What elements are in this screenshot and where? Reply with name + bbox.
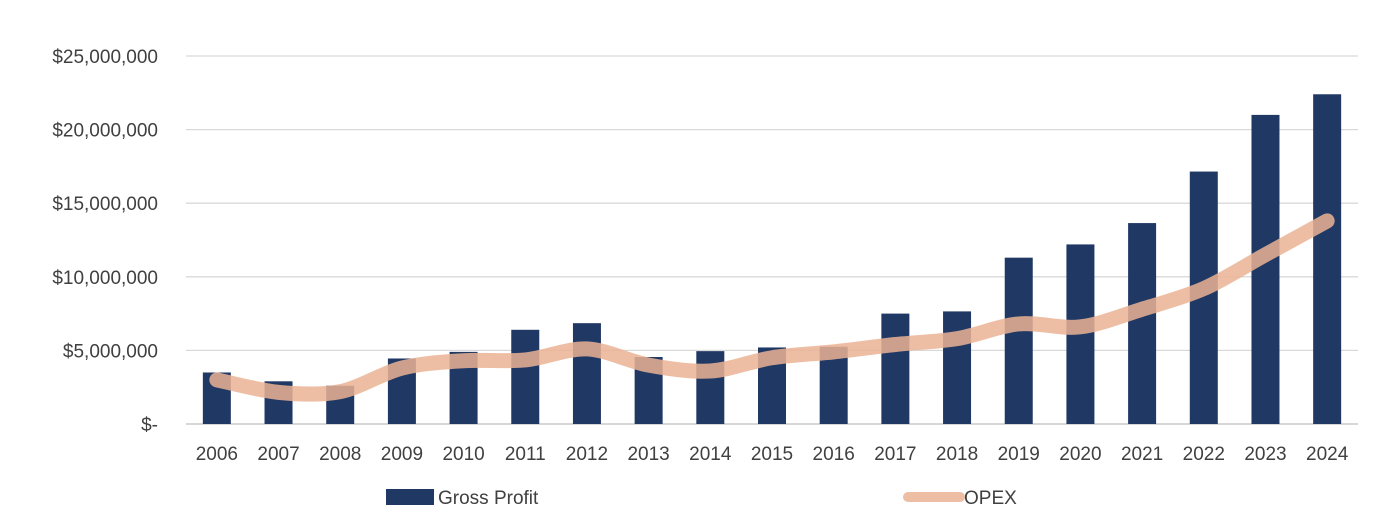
bar-gross-profit	[572, 323, 601, 424]
y-tick-label: $25,000,000	[52, 47, 158, 68]
x-tick-label: 2019	[998, 444, 1040, 465]
x-tick-label: 2023	[1244, 444, 1286, 465]
x-tick-label: 2018	[936, 444, 978, 465]
x-tick-label: 2015	[751, 444, 793, 465]
y-tick-label: $10,000,000	[52, 268, 158, 289]
bar-gross-profit	[1004, 257, 1033, 424]
bar-gross-profit	[943, 311, 972, 424]
x-tick-label: 2006	[196, 444, 238, 465]
bar-gross-profit	[1313, 94, 1342, 424]
y-tick-label: $5,000,000	[63, 341, 158, 362]
y-axis-tick-labels: $- $5,000,000 $10,000,000 $15,000,000 $20,00…	[52, 47, 158, 436]
legend: Gross Profit OPEX	[386, 488, 1017, 509]
x-tick-label: 2009	[381, 444, 423, 465]
y-tick-label: $20,000,000	[52, 121, 158, 142]
legend-label-opex: OPEX	[964, 488, 1017, 509]
bar-gross-profit	[881, 313, 910, 424]
legend-swatch-gross-profit	[386, 489, 434, 505]
x-tick-label: 2017	[874, 444, 916, 465]
opex-line-layer	[209, 213, 1335, 402]
x-tick-label: 2011	[505, 444, 546, 465]
legend-label-gross-profit: Gross Profit	[438, 488, 539, 509]
line-opex	[209, 213, 1335, 402]
y-tick-label: $15,000,000	[52, 194, 158, 215]
x-tick-label: 2012	[566, 444, 608, 465]
x-tick-label: 2016	[813, 444, 855, 465]
bar-gross-profit	[511, 329, 540, 424]
x-tick-label: 2010	[442, 444, 484, 465]
x-axis-tick-labels: 2006 2007 2008 2009 2010 2011 2012 2013 2014 2015…	[196, 444, 1349, 465]
x-tick-label: 2014	[689, 444, 732, 465]
x-tick-label: 2022	[1183, 444, 1225, 465]
bar-gross-profit	[696, 351, 725, 424]
x-tick-label: 2021	[1121, 444, 1163, 465]
bar-gross-profit	[1251, 114, 1280, 424]
gridlines	[186, 55, 1358, 425]
bar-gross-profit	[1128, 223, 1157, 424]
x-tick-label: 2013	[627, 444, 669, 465]
x-tick-label: 2008	[319, 444, 361, 465]
y-tick-label: $-	[141, 415, 158, 436]
x-tick-label: 2020	[1059, 444, 1101, 465]
x-tick-label: 2024	[1306, 444, 1349, 465]
x-tick-label: 2007	[257, 444, 299, 465]
